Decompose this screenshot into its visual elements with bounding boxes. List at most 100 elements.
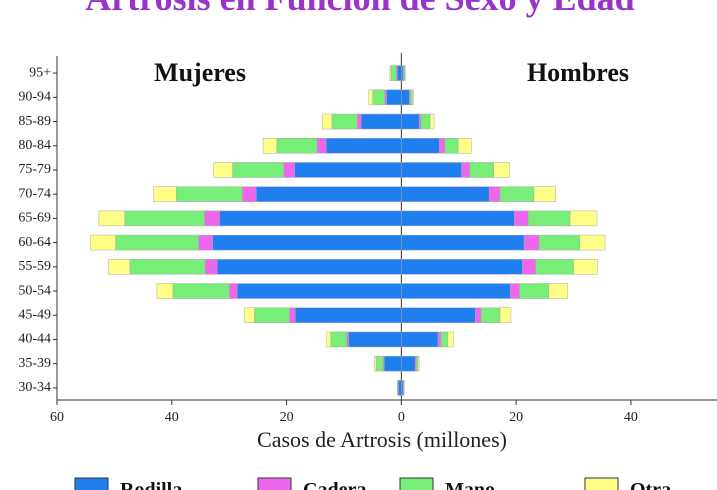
bar-segment	[401, 380, 404, 396]
bar-segment	[404, 65, 406, 81]
y-tick-label: 75-79	[18, 162, 51, 177]
bar-segment	[403, 380, 405, 396]
bar-segment	[348, 331, 402, 348]
x-tick-label: 60	[50, 410, 64, 425]
bar-segment	[276, 138, 318, 154]
bar-segment	[401, 210, 515, 227]
y-tick-label: 65-69	[18, 211, 51, 226]
bar-segment	[321, 113, 333, 130]
bar-segment	[535, 259, 574, 275]
bar-segment	[461, 162, 470, 178]
x-tick-label: 40	[165, 410, 179, 425]
bar-segment	[283, 162, 295, 178]
y-tick-label: 90-94	[18, 90, 51, 105]
bar-segment	[401, 113, 420, 130]
x-tick-label: 20	[280, 410, 294, 425]
bar-segment	[386, 89, 402, 106]
bar-segment	[401, 307, 476, 323]
legend-label: Otra	[630, 479, 671, 490]
x-tick-label: 0	[398, 410, 405, 425]
bar-segment	[569, 210, 598, 227]
bar-segment	[401, 259, 523, 275]
bar-segment	[401, 234, 525, 251]
bar-segment	[356, 113, 362, 130]
bar-segment	[115, 234, 200, 251]
bar-segment	[440, 331, 449, 348]
bar-segment	[412, 89, 414, 106]
x-tick-label: 20	[509, 410, 523, 425]
bar-segment	[410, 89, 413, 106]
bar-segment	[176, 186, 243, 202]
bar-segment	[228, 283, 238, 299]
bar-segment	[294, 162, 402, 178]
bar-segment	[418, 113, 422, 130]
bar-segment	[438, 138, 446, 154]
bar-segment	[533, 186, 556, 202]
bar-segment	[156, 283, 174, 299]
bar-segment	[447, 331, 454, 348]
bar-segment	[397, 65, 402, 81]
bar-segment	[368, 89, 373, 106]
bar-segment	[204, 259, 218, 275]
bar-segment	[488, 186, 501, 202]
bar-segment	[212, 234, 402, 251]
legend-swatch	[74, 477, 109, 490]
y-tick-label: 35-39	[18, 356, 51, 371]
bar-segment	[389, 65, 392, 81]
bar-segment	[98, 210, 125, 227]
bar-segment	[416, 355, 419, 372]
bar-segment	[390, 65, 397, 81]
bar-segment	[475, 307, 482, 323]
legend-swatch	[257, 477, 292, 490]
bar-segment	[242, 186, 257, 202]
x-axis-label: Casos de Artrosis (millones)	[257, 427, 507, 452]
y-tick-label: 80-84	[18, 138, 51, 153]
bar-segment	[401, 65, 404, 81]
bar-segment	[219, 210, 402, 227]
bar-segment	[514, 210, 529, 227]
bar-segment	[444, 138, 459, 154]
bar-segment	[289, 307, 296, 323]
bar-segment	[198, 234, 213, 251]
y-tick-label: 55-59	[18, 259, 51, 274]
bar-segment	[374, 355, 377, 372]
group-label: Mujeres	[154, 58, 246, 87]
y-tick-label: 40-44	[18, 332, 51, 347]
bar-segment	[522, 259, 536, 275]
bar-segment	[244, 307, 255, 323]
bar-segment	[262, 138, 278, 154]
bar-segment	[108, 259, 131, 275]
bar-segment	[90, 234, 116, 251]
bar-segment	[232, 162, 284, 178]
bar-segment	[216, 259, 402, 275]
legend-label: Cadera	[303, 479, 366, 490]
bar-segment	[401, 162, 462, 178]
bar-segment	[437, 331, 442, 348]
legend-swatch	[584, 477, 619, 490]
bar-segment	[499, 307, 512, 323]
x-tick-label: 40	[624, 410, 638, 425]
bar-segment	[326, 331, 332, 348]
bar-segment	[129, 259, 206, 275]
y-tick-label: 70-74	[18, 186, 51, 201]
bar-segment	[523, 234, 540, 251]
bar-segment	[316, 138, 327, 154]
bar-segment	[429, 113, 435, 130]
bar-segment	[579, 234, 606, 251]
bar-segment	[213, 162, 233, 178]
bar-segment	[294, 307, 402, 323]
bar-segment	[417, 355, 420, 372]
bar-segment	[331, 113, 358, 130]
y-tick-label: 60-64	[18, 235, 51, 250]
bar-segment	[573, 259, 598, 275]
bar-segment	[360, 113, 402, 130]
y-tick-label: 50-54	[18, 283, 51, 298]
legend-label: Rodilla	[120, 479, 182, 490]
bar-segment	[527, 210, 571, 227]
bar-segment	[469, 162, 494, 178]
bar-segment	[372, 89, 385, 106]
bar-segment	[548, 283, 569, 299]
bar-segment	[346, 331, 349, 348]
bar-segment	[538, 234, 581, 251]
